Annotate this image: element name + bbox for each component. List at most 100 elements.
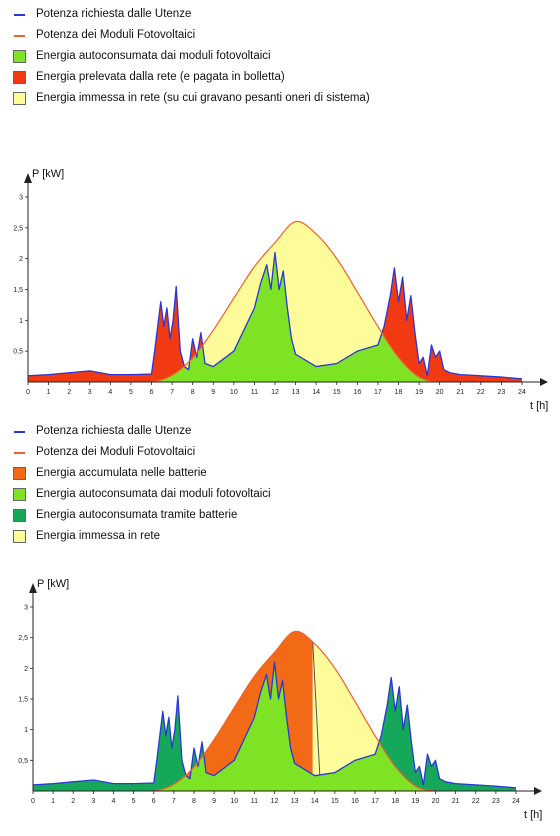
x-axis-arrow [534,787,542,795]
legend-box-swatch [13,92,26,105]
x-tick-label: 9 [212,798,216,805]
legend-label: Energia immessa in rete [36,530,160,542]
legend-label: Energia autoconsumata dai moduli fotovol… [36,50,271,62]
legend-line-swatch [14,35,25,37]
x-tick-label: 15 [331,798,339,805]
x-tick-label: 24 [518,389,526,396]
plot-area [32,630,517,792]
y-axis-arrow [29,583,37,593]
x-tick-label: 4 [108,389,112,396]
y-tick-label: 0,5 [18,758,28,765]
x-tick-label: 22 [472,798,480,805]
x-tick-label: 21 [452,798,460,805]
x-tick-label: 15 [333,389,341,396]
x-tick-label: 0 [26,389,30,396]
series-line-potenza-richiesta [32,661,517,789]
chart-panel-bottom: Potenza richiesta dalle Utenze Potenza de… [0,415,560,836]
x-tick-label: 1 [51,798,55,805]
legend-box-swatch [13,467,26,480]
y-tick-label: 1,5 [13,287,23,294]
x-tick-label: 22 [477,389,485,396]
x-tick-label: 12 [271,389,279,396]
x-tick-label: 14 [312,389,320,396]
x-tick-label: 1 [47,389,51,396]
battery-split-line [312,641,321,775]
x-tick-label: 7 [172,798,176,805]
x-tick-label: 19 [415,389,423,396]
legend-box-swatch [13,71,26,84]
x-tick-label: 2 [67,389,71,396]
y-tick-label: 2,5 [13,225,23,232]
x-tick-label: 6 [150,389,154,396]
y-axis-label: P [kW] [32,168,64,180]
series-line-potenza-moduli [153,630,436,792]
x-tick-label: 8 [192,798,196,805]
series-line-potenza-richiesta [27,251,523,380]
x-tick-label: 18 [391,798,399,805]
legend-line-swatch [14,14,25,16]
axes: 0 1 2 3 4 5 6 7 8 9 10 11 12 13 14 15 16 17 18 19 20 21 22 23 24… [18,578,542,821]
y-axis-label: P [kW] [37,578,69,590]
x-tick-label: 17 [374,389,382,396]
x-tick-label: 16 [351,798,359,805]
x-tick-label: 0 [31,798,35,805]
x-tick-label: 20 [436,389,444,396]
x-tick-label: 11 [251,389,258,396]
y-axis-arrow [24,173,32,183]
x-tick-label: 24 [512,798,520,805]
x-tick-label: 14 [311,798,319,805]
legend-line-swatch [14,452,25,454]
area-energia-autoconsumata-moduli [33,662,516,791]
y-tick-label: 2,5 [18,635,28,642]
x-tick-label: 16 [353,389,361,396]
x-axis-label: t [h] [530,400,548,412]
legend-box-swatch [13,509,26,522]
legend-label: Potenza dei Moduli Fotovoltaici [36,29,196,41]
plot-area [27,220,523,383]
x-tick-label: 6 [152,798,156,805]
x-tick-label: 8 [191,389,195,396]
legend-label: Energia accumulata nelle batterie [36,467,207,479]
x-tick-label: 19 [411,798,419,805]
legend-label: Potenza richiesta dalle Utenze [36,425,192,437]
chart-bottom: 0 1 2 3 4 5 6 7 8 9 10 11 12 13 14 15 16 17 18 19 20 21 22 23 24… [18,578,542,821]
legend-label: Energia prelevata dalla rete (e pagata i… [36,71,285,83]
y-tick-label: 1 [24,727,28,734]
area-energia-immessa-in-rete [312,641,516,788]
chart-panel-top: Potenza richiesta dalle Utenze Potenza de… [0,0,560,415]
area-energia-accumulata-nelle-batterie [33,631,313,785]
x-tick-label: 13 [291,798,299,805]
legend-label: Potenza dei Moduli Fotovoltaici [36,446,196,458]
x-tick-label: 4 [112,798,116,805]
x-tick-label: 21 [456,389,464,396]
area-energia-prelevata-dalla-rete [28,252,522,382]
legend-label: Energia autoconsumata tramite batterie [36,509,238,521]
y-tick-label: 2 [19,256,23,263]
legend-box-swatch [13,488,26,501]
x-tick-label: 3 [91,798,95,805]
x-tick-label: 12 [271,798,279,805]
legend-box-swatch [13,530,26,543]
x-tick-label: 5 [132,798,136,805]
x-tick-label: 23 [492,798,500,805]
series-line-potenza-moduli [151,220,440,383]
legend-label: Energia autoconsumata dai moduli fotovol… [36,488,271,500]
x-tick-label: 7 [170,389,174,396]
legend-line-swatch [14,431,25,433]
y-tick-label: 2 [24,666,28,673]
legend-label: Energia immessa in rete (su cui gravano … [36,92,370,104]
y-tick-label: 3 [24,605,28,612]
x-tick-label: 13 [292,389,300,396]
axes: 0 1 2 3 4 5 6 7 8 9 10 11 12 13 14 15 16 17 18 19 20 21 22 23 24… [13,168,548,412]
x-tick-label: 5 [129,389,133,396]
x-tick-label: 11 [251,798,258,805]
x-axis-arrow [540,378,548,386]
x-tick-label: 18 [395,389,403,396]
x-axis-label: t [h] [524,809,542,821]
legend-box-swatch [13,50,26,63]
area-energia-autoconsumata-moduli [28,252,522,382]
y-tick-label: 1,5 [18,697,28,704]
x-tick-label: 20 [432,798,440,805]
y-tick-label: 3 [19,195,23,202]
x-tick-label: 23 [498,389,506,396]
